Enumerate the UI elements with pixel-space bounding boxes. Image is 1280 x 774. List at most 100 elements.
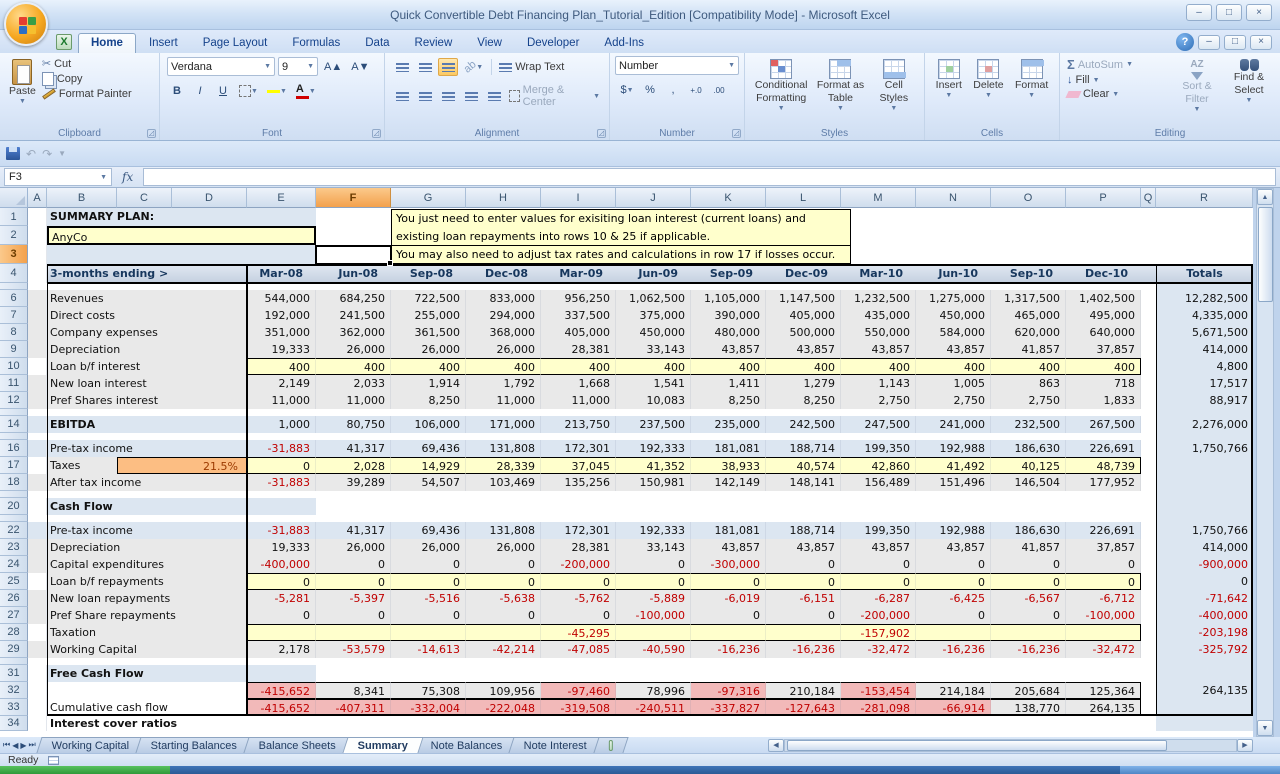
cell[interactable]: [1156, 515, 1253, 522]
cell[interactable]: 0: [841, 573, 916, 590]
tax-rate-cell[interactable]: 21.5%: [117, 457, 247, 474]
cell[interactable]: -32,472: [1066, 641, 1141, 658]
cell[interactable]: 2,028: [316, 457, 391, 474]
cell[interactable]: -407,311: [316, 699, 391, 716]
formula-input[interactable]: [143, 168, 1276, 186]
cell[interactable]: 435,000: [841, 307, 916, 324]
cell[interactable]: 43,857: [691, 539, 766, 556]
row-label[interactable]: Working Capital: [47, 641, 247, 658]
cell[interactable]: 151,496: [916, 474, 991, 491]
next-sheet-icon[interactable]: ▶: [20, 740, 27, 750]
cell[interactable]: [28, 716, 47, 731]
row-label[interactable]: Pref Share repayments: [47, 607, 247, 624]
cell[interactable]: 148,141: [766, 474, 841, 491]
cell[interactable]: [28, 416, 47, 433]
cell[interactable]: 88,917: [1156, 392, 1253, 409]
cell[interactable]: -5,281: [247, 590, 316, 607]
cell[interactable]: 294,000: [466, 307, 541, 324]
underline-button[interactable]: U: [219, 85, 227, 97]
scroll-right-icon[interactable]: ▶: [1237, 738, 1253, 752]
workbook-minimize-button[interactable]: –: [1198, 34, 1220, 50]
horizontal-scroll-thumb[interactable]: [787, 739, 1167, 751]
cell[interactable]: 0: [991, 607, 1066, 624]
cell[interactable]: 106,000: [391, 416, 466, 433]
ribbon-tab-add-ins[interactable]: Add-Ins: [604, 37, 645, 49]
cell[interactable]: 54,507: [391, 474, 466, 491]
row-label[interactable]: Taxation: [47, 624, 247, 641]
row-label[interactable]: Direct costs: [47, 307, 247, 324]
cell[interactable]: 41,352: [616, 457, 691, 474]
cell[interactable]: [28, 474, 47, 491]
cell[interactable]: 361,500: [391, 324, 466, 341]
ribbon-tab-view[interactable]: View: [477, 37, 502, 49]
cell[interactable]: 544,000: [247, 290, 316, 307]
cell[interactable]: -47,085: [541, 641, 616, 658]
cell[interactable]: 465,000: [991, 307, 1066, 324]
cell[interactable]: [991, 624, 1066, 641]
row-header-21[interactable]: [0, 515, 28, 522]
sheet-tab-balance-sheets[interactable]: Balance Sheets: [243, 737, 353, 753]
cell[interactable]: 1,275,000: [916, 290, 991, 307]
cell[interactable]: 186,630: [991, 522, 1066, 539]
ribbon-tab-review[interactable]: Review: [414, 37, 453, 49]
row-header-26[interactable]: 26: [0, 590, 28, 607]
cell[interactable]: 2,149: [247, 375, 316, 392]
cell[interactable]: 400: [316, 358, 391, 375]
align-center-button[interactable]: [415, 87, 435, 105]
scroll-down-icon[interactable]: ▼: [1257, 720, 1273, 736]
cell[interactable]: 0: [766, 607, 841, 624]
sheet-tab-note-interest[interactable]: Note Interest: [508, 737, 603, 753]
format-painter-button[interactable]: Format Painter: [40, 87, 134, 101]
cell[interactable]: 400: [916, 358, 991, 375]
cell[interactable]: -300,000: [691, 556, 766, 573]
cell[interactable]: 400: [247, 358, 316, 375]
cell[interactable]: 956,250: [541, 290, 616, 307]
cell[interactable]: 0: [1156, 573, 1253, 590]
row-header-34[interactable]: 34: [0, 716, 28, 731]
cell[interactable]: 41,492: [916, 457, 991, 474]
column-header-C[interactable]: C: [117, 188, 172, 208]
cell[interactable]: 0: [1066, 556, 1141, 573]
cell[interactable]: [391, 624, 466, 641]
cell[interactable]: [28, 699, 47, 716]
column-header-Q[interactable]: Q: [1141, 188, 1156, 208]
cell[interactable]: 400: [541, 358, 616, 375]
cell[interactable]: [28, 440, 47, 457]
column-header-R[interactable]: R: [1156, 188, 1253, 208]
cell[interactable]: -100,000: [616, 607, 691, 624]
row-header-24[interactable]: 24: [0, 556, 28, 573]
cell[interactable]: 12,282,500: [1156, 290, 1253, 307]
cell[interactable]: 0: [316, 556, 391, 573]
cell[interactable]: 37,045: [541, 457, 616, 474]
ribbon-tab-home[interactable]: Home: [78, 33, 136, 53]
redo-icon[interactable]: ↷: [42, 146, 53, 161]
cell[interactable]: 1,005: [916, 375, 991, 392]
cell[interactable]: 0: [316, 573, 391, 590]
find-select-button[interactable]: Find & Select ▼: [1223, 56, 1275, 118]
select-all-corner[interactable]: [0, 188, 28, 208]
cell[interactable]: 28,339: [466, 457, 541, 474]
row-label[interactable]: Depreciation: [47, 341, 247, 358]
cell[interactable]: 10,083: [616, 392, 691, 409]
font-color-button[interactable]: A ▼: [293, 82, 319, 100]
cell[interactable]: 188,714: [766, 440, 841, 457]
cell[interactable]: 43,857: [691, 341, 766, 358]
cell[interactable]: [47, 245, 316, 264]
cell[interactable]: -32,472: [841, 641, 916, 658]
cell[interactable]: -200,000: [841, 607, 916, 624]
cell[interactable]: 43,857: [766, 341, 841, 358]
cell[interactable]: 19,333: [247, 341, 316, 358]
cell[interactable]: -31,883: [247, 522, 316, 539]
cell[interactable]: 43,857: [916, 341, 991, 358]
row-header-2[interactable]: 2: [0, 226, 28, 245]
row-header-12[interactable]: 12: [0, 392, 28, 409]
number-dialog-launcher[interactable]: ◿: [732, 129, 741, 138]
prev-sheet-icon[interactable]: ◀: [12, 740, 19, 750]
cell[interactable]: [28, 341, 47, 358]
row-header-30[interactable]: [0, 658, 28, 665]
cell[interactable]: 33,143: [616, 341, 691, 358]
column-header-E[interactable]: E: [247, 188, 316, 208]
column-date-Sep-08[interactable]: Sep-08: [391, 264, 466, 283]
row-header-20[interactable]: 20: [0, 498, 28, 515]
cell[interactable]: 255,000: [391, 307, 466, 324]
